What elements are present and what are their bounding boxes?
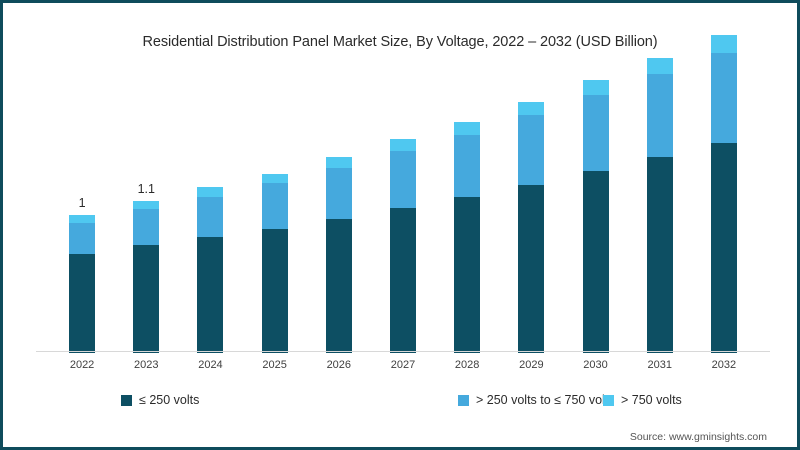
legend-item[interactable]: ≤ 250 volts xyxy=(121,393,199,407)
bar-segment[interactable] xyxy=(390,151,416,208)
bar-column[interactable] xyxy=(582,79,609,353)
bar-column[interactable] xyxy=(646,57,673,353)
bar-segment[interactable] xyxy=(582,94,609,171)
bar-column[interactable] xyxy=(710,35,737,353)
source-caption: Source: www.gminsights.com xyxy=(629,431,767,443)
bar-segment[interactable] xyxy=(646,57,673,75)
bar-segment[interactable] xyxy=(261,228,288,353)
bar-segment[interactable] xyxy=(69,223,96,254)
bar-segment[interactable] xyxy=(69,214,96,224)
bar-segment[interactable] xyxy=(710,53,737,144)
bar-segment[interactable] xyxy=(133,245,160,353)
bar-column[interactable] xyxy=(518,101,545,353)
bar-segment[interactable] xyxy=(197,196,224,237)
x-axis-tick-label: 2022 xyxy=(69,359,95,371)
legend-label: ≤ 250 volts xyxy=(139,393,200,407)
bar-segment[interactable] xyxy=(646,74,673,157)
x-axis-tick-label: 2027 xyxy=(390,359,416,371)
legend-item[interactable]: > 750 volts xyxy=(603,393,682,407)
x-axis-tick-label: 2029 xyxy=(519,359,544,371)
x-axis-tick-label: 2023 xyxy=(134,359,159,371)
bar-segment[interactable] xyxy=(518,184,545,353)
bar-segment[interactable] xyxy=(261,173,288,184)
bar-segment[interactable] xyxy=(325,156,352,168)
x-axis-tick-label: 2028 xyxy=(454,359,480,371)
bar-segment[interactable] xyxy=(582,170,609,353)
x-axis-tick-label: 2031 xyxy=(647,359,672,371)
bar-segment[interactable] xyxy=(454,122,481,135)
bar-value-label: 1.1 xyxy=(137,182,155,197)
bar-segment[interactable] xyxy=(133,201,160,210)
bar-column[interactable] xyxy=(325,156,352,353)
legend-label: > 750 volts xyxy=(621,393,682,407)
bar-segment[interactable] xyxy=(261,183,288,229)
bar-segment[interactable] xyxy=(325,219,352,353)
bar-segment[interactable] xyxy=(325,167,352,220)
x-axis-tick-label: 2024 xyxy=(198,359,223,371)
legend-color-swatch-icon xyxy=(603,394,614,406)
plot-area: 1 1.1 xyxy=(36,35,770,353)
bar-segment[interactable] xyxy=(197,237,224,353)
legend-color-swatch-icon xyxy=(121,394,132,406)
bar-column[interactable] xyxy=(261,173,288,353)
x-axis-tick-label: 2026 xyxy=(326,359,352,371)
bar-column[interactable] xyxy=(390,138,416,353)
legend-label: > 250 volts to ≤ 750 volts xyxy=(476,393,615,407)
bar-segment[interactable] xyxy=(518,115,545,185)
x-axis-tick-label: 2030 xyxy=(583,359,608,371)
x-axis-tick-label: 2032 xyxy=(711,359,737,371)
bar-segment[interactable] xyxy=(646,156,673,353)
legend-color-swatch-icon xyxy=(458,394,469,406)
bar-value-label: 1 xyxy=(78,195,86,210)
bar-column[interactable] xyxy=(454,122,481,353)
bar-column[interactable]: 1 xyxy=(69,196,96,353)
bar-column[interactable] xyxy=(197,187,224,353)
bar-segment[interactable] xyxy=(454,196,481,353)
x-axis-line xyxy=(36,351,770,352)
bar-segment[interactable] xyxy=(710,35,737,54)
x-axis-tick-label: 2025 xyxy=(262,359,287,371)
bar-segment[interactable] xyxy=(582,79,609,95)
chart-title: Residential Distribution Panel Market Si… xyxy=(142,34,658,50)
bar-segment[interactable] xyxy=(390,138,416,152)
bar-column[interactable]: 1.1 xyxy=(133,182,160,353)
bar-segment[interactable] xyxy=(710,143,737,353)
bar-segment[interactable] xyxy=(390,208,416,353)
legend-item[interactable]: > 250 volts to ≤ 750 volts xyxy=(458,393,615,407)
bar-segment[interactable] xyxy=(133,209,160,246)
bar-segment[interactable] xyxy=(197,187,224,197)
chart-legend: ≤ 250 volts > 250 volts to ≤ 750 volts > 7… xyxy=(3,393,797,413)
bar-segment[interactable] xyxy=(518,101,545,116)
bar-segment[interactable] xyxy=(69,253,96,353)
bar-segment[interactable] xyxy=(454,134,481,197)
